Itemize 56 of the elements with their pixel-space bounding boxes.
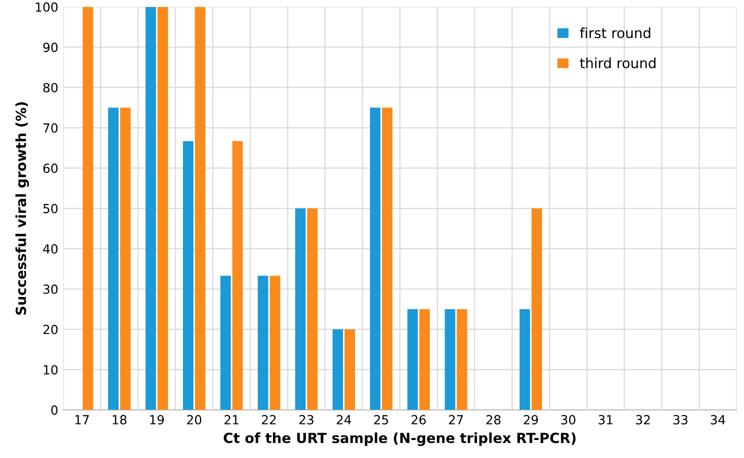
bar [532, 208, 542, 410]
x-tick-label: 30 [561, 414, 576, 424]
x-tick-label: 23 [299, 414, 314, 424]
x-tick-label: 21 [224, 414, 238, 424]
y-tick-label: 60 [43, 164, 58, 174]
bar [82, 6, 94, 410]
bar [108, 108, 119, 410]
x-tick-label: 20 [187, 414, 202, 424]
x-tick-label: 31 [598, 414, 612, 424]
x-tick-label: 33 [673, 414, 688, 424]
x-tick-label: 26 [412, 414, 426, 424]
x-tick-label: 22 [262, 414, 276, 424]
bar [258, 276, 268, 410]
bar [407, 309, 418, 410]
x-tick-label: 19 [150, 414, 164, 424]
x-tick-label: 25 [374, 414, 388, 424]
bar [194, 6, 206, 410]
y-tick-label: 0 [51, 405, 58, 415]
bar [295, 208, 306, 410]
legend-label: first round [580, 27, 650, 38]
bar [220, 276, 231, 410]
y-tick-label: 20 [43, 324, 58, 334]
x-tick-label: 28 [486, 414, 501, 424]
bar [232, 141, 243, 410]
y-tick-label: 90 [43, 42, 58, 52]
bar [270, 276, 280, 410]
bar [307, 208, 318, 410]
bar [158, 6, 168, 410]
bar [419, 309, 430, 410]
bar [332, 329, 344, 410]
x-tick-label: 17 [75, 415, 89, 424]
bar [146, 6, 156, 410]
bar [382, 108, 392, 410]
bar [182, 141, 194, 410]
bar [520, 309, 530, 410]
x-axis-title: Ct of the URT sample (N-gene triplex RT-PCR) [224, 432, 576, 446]
bar [344, 329, 356, 410]
y-tick-label: 30 [43, 284, 58, 294]
y-tick-label: 100 [36, 2, 58, 12]
x-tick-label: 32 [636, 414, 650, 424]
bar [370, 108, 380, 410]
x-tick-label: 18 [112, 414, 126, 424]
x-tick-label: 29 [524, 414, 538, 424]
y-axis-title: Successful viral growth (%) [15, 102, 29, 315]
bar [120, 108, 131, 410]
bar [456, 309, 468, 410]
x-tick-label: 24 [336, 414, 352, 424]
y-tick-label: 80 [43, 82, 58, 92]
y-tick-label: 40 [43, 244, 58, 254]
bar [444, 309, 456, 410]
legend-label: third round [580, 58, 656, 68]
y-tick-label: 10 [44, 365, 58, 375]
y-tick-label: 50 [43, 204, 58, 214]
y-tick-label: 70 [44, 123, 58, 133]
x-tick-label: 34 [710, 414, 726, 424]
x-tick-label: 27 [448, 414, 463, 424]
